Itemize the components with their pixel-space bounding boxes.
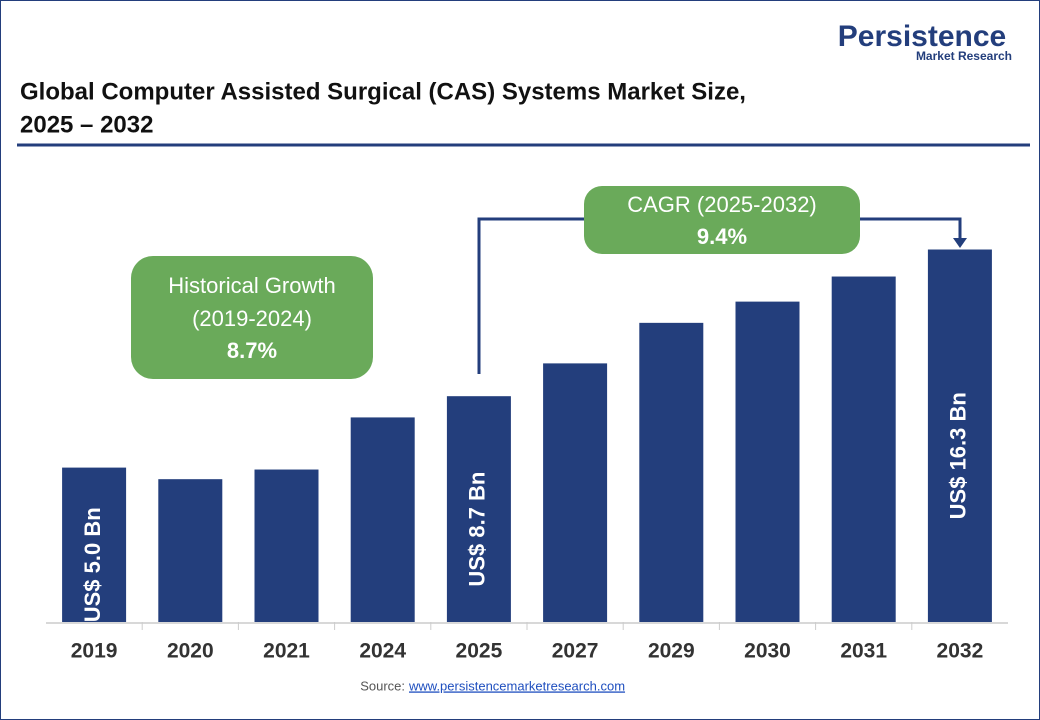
x-tick-label: 2025 [456,640,503,663]
value-label: US$ 5.0 Bn [80,507,105,622]
annotation: 8.7% [227,338,277,363]
logo-name: Persistence [838,20,1006,53]
bar [62,467,127,622]
x-tick-label: 2019 [71,640,118,663]
arrow-head [953,238,967,248]
source-label: Source: [360,678,405,693]
bar [831,276,896,622]
annotation-box [584,186,860,254]
x-tick-label: 2027 [552,640,599,663]
x-tick-label: 2030 [744,640,791,663]
annotation-box [131,256,373,379]
bar [639,322,704,622]
logo-tagline: Market Research [916,49,1012,63]
chart-title: 2025 – 2032 [20,111,153,138]
x-tick-label: 2020 [167,640,214,663]
annotation: Historical Growth [168,273,335,298]
x-tick-label: 2024 [359,640,406,663]
chart-title: Global Computer Assisted Surgical (CAS) … [20,78,746,105]
source-link[interactable]: www.persistencemarketresearch.com [408,678,625,693]
bar [735,301,800,622]
annotation: CAGR (2025-2032) [627,192,817,217]
bar [927,249,992,622]
x-tick-label: 2032 [937,640,984,663]
annotation: 9.4% [697,224,747,249]
bar [446,396,511,622]
bar [350,417,415,622]
annotation: (2019-2024) [192,306,312,331]
x-tick-label: 2031 [840,640,887,663]
value-label: US$ 8.7 Bn [465,472,490,587]
bar [254,469,319,622]
bar [543,363,608,622]
x-tick-label: 2029 [648,640,695,663]
x-tick-label: 2021 [263,640,310,663]
bar [158,479,223,622]
value-label: US$ 16.3 Bn [946,392,971,519]
